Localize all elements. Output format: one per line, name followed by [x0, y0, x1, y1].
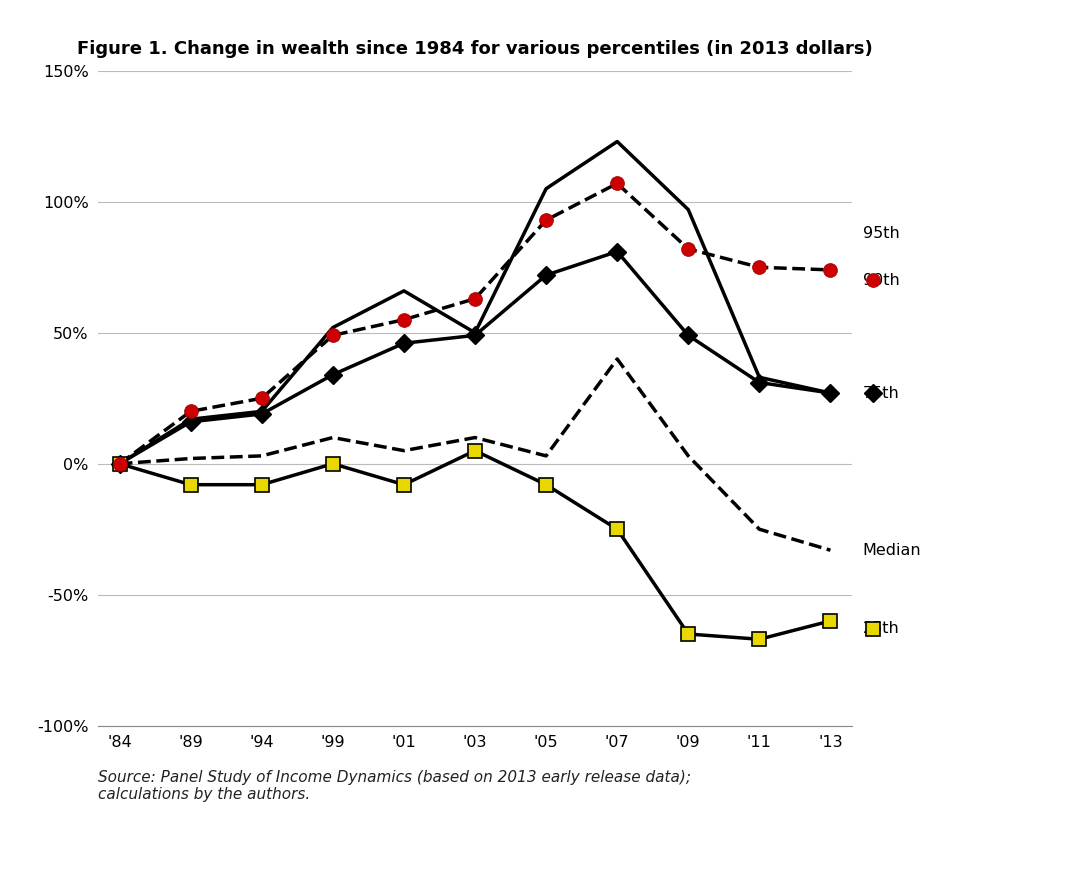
Text: 75th: 75th: [863, 386, 900, 401]
Text: 95th: 95th: [863, 226, 900, 241]
Text: 90th: 90th: [863, 273, 900, 288]
Text: Median: Median: [863, 543, 922, 558]
Text: Figure 1. Change in wealth since 1984 for various percentiles (in 2013 dollars): Figure 1. Change in wealth since 1984 fo…: [78, 40, 873, 58]
Text: 25th: 25th: [863, 621, 900, 636]
Text: Source: Panel Study of Income Dynamics (based on 2013 early release data);
calcu: Source: Panel Study of Income Dynamics (…: [98, 770, 691, 803]
